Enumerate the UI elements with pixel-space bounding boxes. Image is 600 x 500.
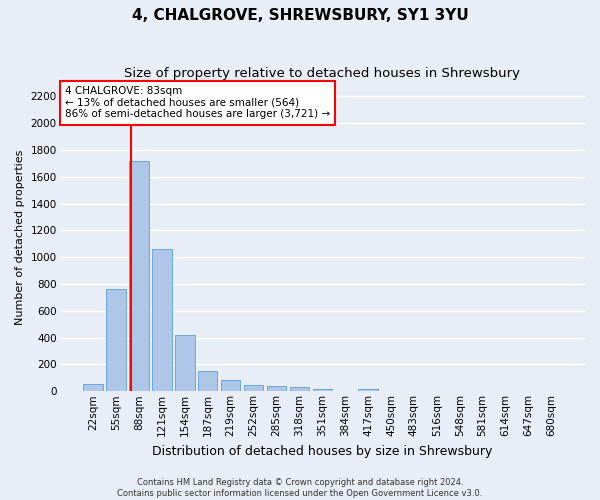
Bar xyxy=(152,249,172,392)
Bar xyxy=(267,386,286,392)
Y-axis label: Number of detached properties: Number of detached properties xyxy=(15,150,25,325)
Text: 4 CHALGROVE: 83sqm
← 13% of detached houses are smaller (564)
86% of semi-detach: 4 CHALGROVE: 83sqm ← 13% of detached hou… xyxy=(65,86,330,120)
X-axis label: Distribution of detached houses by size in Shrewsbury: Distribution of detached houses by size … xyxy=(152,444,493,458)
Bar xyxy=(198,371,217,392)
Bar xyxy=(106,290,126,392)
Text: Contains HM Land Registry data © Crown copyright and database right 2024.
Contai: Contains HM Land Registry data © Crown c… xyxy=(118,478,482,498)
Bar xyxy=(290,387,309,392)
Title: Size of property relative to detached houses in Shrewsbury: Size of property relative to detached ho… xyxy=(124,68,520,80)
Bar xyxy=(313,388,332,392)
Bar xyxy=(358,388,378,392)
Bar xyxy=(175,335,194,392)
Bar xyxy=(83,384,103,392)
Bar xyxy=(221,380,241,392)
Text: 4, CHALGROVE, SHREWSBURY, SY1 3YU: 4, CHALGROVE, SHREWSBURY, SY1 3YU xyxy=(131,8,469,22)
Bar xyxy=(244,384,263,392)
Bar xyxy=(129,161,149,392)
